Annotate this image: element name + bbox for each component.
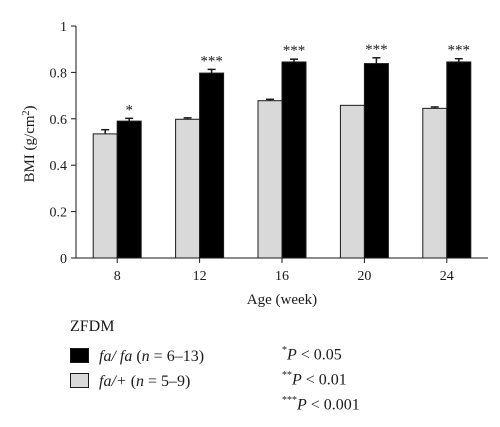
y-tick-label: 0.2 (50, 206, 68, 221)
significance-marker: *** (200, 53, 223, 69)
y-axis-title-superscript: 2 (21, 110, 32, 115)
y-tick-label: 0.4 (50, 159, 68, 174)
bmi-bar-chart: 0 0.2 0.4 0.6 0.8 1 8 * 12 *** 16 *** 20 *** 24 *** Age … (21, 20, 488, 308)
note-stars-2: ** (282, 370, 292, 381)
legend-n-range-fa-plus: = 5–9) (144, 373, 191, 390)
bar-fa-fa (363, 63, 389, 259)
legend-entry-fa-plus: fa/+ (n = 5–9) (70, 373, 190, 391)
x-tick-label: 8 (114, 269, 121, 284)
bar-fa-plus (422, 107, 448, 259)
legend-swatch-fa-fa (70, 348, 89, 363)
y-axis-title-close: ) (22, 105, 38, 110)
significance-note-2: **P < 0.01 (282, 370, 347, 389)
x-tick-label: 12 (193, 269, 207, 284)
significance-note-3: ***P < 0.001 (282, 395, 360, 414)
note-threshold-1: < 0.05 (296, 346, 342, 364)
bar-fa-plus (339, 104, 365, 259)
significance-marker: *** (283, 43, 306, 59)
labels: 0 0.2 0.4 0.6 0.8 1 8 * 12 *** 16 *** 20 *** 24 *** Age … (21, 20, 471, 308)
note-p-3: P (297, 396, 307, 414)
y-tick-label: 0.8 (50, 66, 68, 81)
legend-genotype-fa-plus: fa/+ (99, 373, 127, 390)
x-tick-label: 24 (440, 269, 454, 284)
legend-n-label-fa-fa: n (141, 348, 150, 365)
note-stars-3: *** (282, 395, 297, 406)
bar-fa-plus (175, 118, 201, 259)
legend-swatch-fa-plus (70, 373, 89, 388)
y-tick-label: 1 (60, 20, 67, 35)
x-tick-label: 20 (357, 269, 371, 284)
bar-fa-fa (281, 61, 307, 259)
y-axis-title: BMI (g/cm2) (21, 105, 39, 182)
significance-note-1: *P < 0.05 (282, 345, 342, 364)
note-stars-1: * (282, 345, 287, 356)
legend-n-label-fa-plus: n (136, 373, 145, 390)
significance-marker: *** (448, 43, 471, 59)
bars (92, 57, 472, 259)
note-p-2: P (292, 371, 302, 389)
bar-fa-plus (257, 100, 283, 259)
note-p-1: P (287, 346, 297, 364)
significance-marker: *** (365, 42, 388, 58)
significance-marker: * (125, 102, 133, 118)
y-tick-label: 0.6 (50, 113, 68, 128)
bar-fa-fa (446, 61, 472, 259)
x-axis-title: Age (week) (247, 292, 317, 308)
legend-title: ZFDM (70, 318, 115, 335)
note-threshold-3: < 0.001 (306, 396, 360, 414)
y-tick-label: 0 (60, 252, 67, 267)
y-axis-title-main: BMI (g/cm (22, 115, 38, 182)
legend-n-range-fa-fa: = 6–13) (149, 348, 205, 365)
bar-fa-plus (92, 133, 118, 259)
legend-genotype-fa-fa: fa/ fa (99, 348, 133, 365)
bar-fa-fa (199, 72, 225, 259)
x-tick-label: 16 (275, 269, 289, 284)
bar-fa-fa (116, 120, 142, 259)
note-threshold-2: < 0.01 (301, 371, 347, 389)
legend-entry-fa-fa: fa/ fa (n = 6–13) (70, 348, 204, 366)
